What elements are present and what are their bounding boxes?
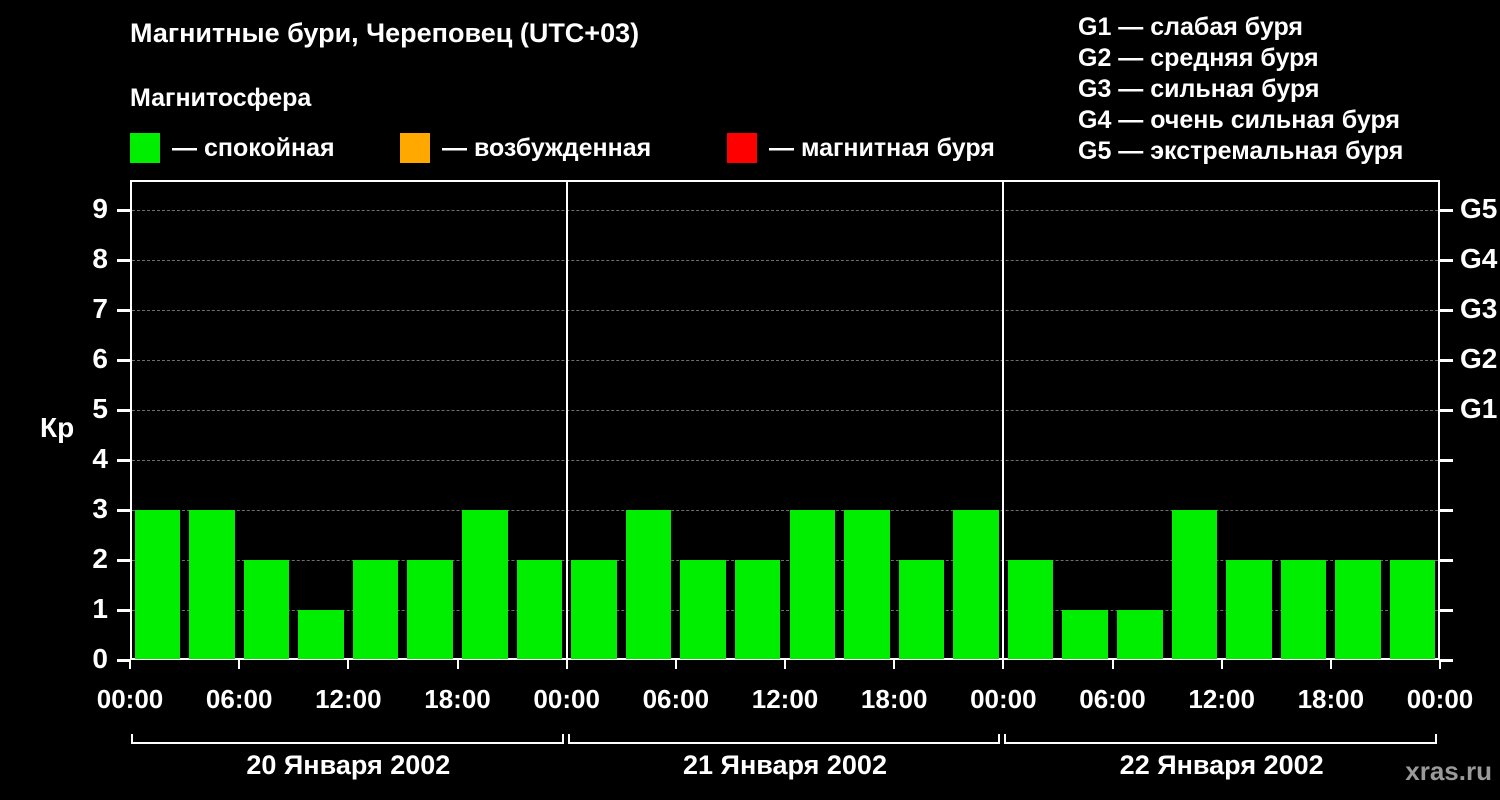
storm-scale-g3: G3 — сильная буря <box>1078 75 1320 103</box>
legend-item-quiet: — спокойная <box>130 133 335 163</box>
legend-label-excited: — возбужденная <box>442 133 652 162</box>
storm-scale-legend: G1 — слабая буря G2 — средняя буря G3 — … <box>1078 12 1403 167</box>
y-axis-tick <box>117 609 130 612</box>
x-axis-tick <box>456 660 459 669</box>
date-label: 22 Января 2002 <box>1119 750 1324 780</box>
y-axis-tick <box>117 209 130 212</box>
x-axis-label: 00:00 <box>533 684 600 714</box>
y-axis-tick-right <box>1440 259 1453 262</box>
x-axis-label: 12:00 <box>315 684 382 714</box>
watermark: xras.ru <box>1405 756 1492 786</box>
storm-scale-g5: G5 — экстремальная буря <box>1078 137 1404 165</box>
storm-scale-g2: G2 — средняя буря <box>1078 44 1319 72</box>
y-axis-label: 7 <box>92 293 108 324</box>
x-axis-label: 12:00 <box>1188 684 1255 714</box>
x-axis-label: 18:00 <box>424 684 491 714</box>
plot-area <box>130 180 1440 660</box>
x-axis-label: 00:00 <box>970 684 1037 714</box>
y-axis-tick <box>117 509 130 512</box>
x-axis-tick <box>565 660 568 669</box>
y-axis-label: 8 <box>92 243 108 274</box>
date-label: 20 Января 2002 <box>246 750 451 780</box>
y-axis-label: 4 <box>92 443 108 474</box>
x-axis-label: 00:00 <box>96 684 164 714</box>
y-axis-tick <box>117 409 130 412</box>
x-axis-label: 18:00 <box>1297 684 1365 714</box>
x-axis-label: 06:00 <box>642 684 710 714</box>
y-axis-title: Кр <box>40 412 75 443</box>
right-axis-label-g5: G5 <box>1460 193 1498 224</box>
storm-scale-g4: G4 — очень сильная буря <box>1078 106 1400 134</box>
y-axis-tick <box>117 309 130 312</box>
y-axis-tick-right <box>1440 609 1453 612</box>
right-axis-label-g4: G4 <box>1460 243 1498 274</box>
x-axis-tick <box>347 660 350 669</box>
x-axis-label: 12:00 <box>751 684 819 714</box>
right-axis-label-g2: G2 <box>1460 343 1498 374</box>
right-axis-label-g1: G1 <box>1460 393 1498 424</box>
storm-scale-g1: G1 — слабая буря <box>1078 13 1304 41</box>
x-axis-label: 06:00 <box>205 684 273 714</box>
y-axis-label: 9 <box>92 193 108 224</box>
y-axis-tick <box>117 559 130 562</box>
y-axis-tick-right <box>1440 309 1453 312</box>
y-axis-tick-right <box>1440 359 1453 362</box>
y-axis-tick <box>117 459 130 462</box>
y-axis-tick-right <box>1440 659 1453 662</box>
x-axis-tick <box>238 660 241 669</box>
x-axis-tick <box>1002 660 1005 669</box>
y-axis-label: 0 <box>92 643 108 674</box>
y-axis-label: 1 <box>92 593 108 624</box>
legend-label-quiet: — спокойная <box>172 133 335 162</box>
x-axis-tick <box>893 660 896 669</box>
date-label: 21 Января 2002 <box>683 750 887 780</box>
x-axis-tick <box>129 660 131 669</box>
x-axis-tick <box>1220 660 1223 669</box>
x-axis-tick <box>674 660 677 669</box>
x-axis-tick <box>784 660 786 669</box>
legend-label-storm: — магнитная буря <box>769 133 995 162</box>
legend-item-excited: — возбужденная <box>400 133 651 163</box>
chart-title: Магнитные бури, Череповец (UTC+03) <box>130 18 640 48</box>
y-axis-tick-right <box>1440 459 1453 462</box>
y-axis-label: 6 <box>92 343 108 374</box>
y-axis-tick <box>117 659 130 662</box>
date-bracket <box>131 734 564 744</box>
right-axis-label-g3: G3 <box>1460 293 1498 324</box>
y-axis-tick <box>117 359 130 362</box>
quiet-swatch-icon <box>130 133 160 163</box>
y-axis-tick-right <box>1440 509 1453 512</box>
x-axis-tick <box>1439 660 1441 669</box>
x-axis-label: 00:00 <box>1406 684 1474 714</box>
x-axis-tick <box>1329 660 1332 669</box>
magnetosphere-label: Магнитосфера <box>130 84 312 112</box>
y-axis-tick-right <box>1440 409 1453 412</box>
y-axis-tick-right <box>1440 209 1453 212</box>
date-bracket <box>1004 734 1437 744</box>
x-axis-label: 06:00 <box>1079 684 1146 714</box>
date-bracket <box>567 734 1001 744</box>
storm-swatch-icon <box>727 133 757 163</box>
y-axis-tick <box>117 259 130 262</box>
legend-item-storm: — магнитная буря <box>727 133 995 163</box>
x-axis-label: 18:00 <box>860 684 928 714</box>
y-axis-label: 2 <box>92 543 108 574</box>
x-axis-tick <box>1111 660 1114 669</box>
y-axis-label: 3 <box>92 493 108 524</box>
y-axis-tick-right <box>1440 559 1453 562</box>
excited-swatch-icon <box>400 133 430 163</box>
